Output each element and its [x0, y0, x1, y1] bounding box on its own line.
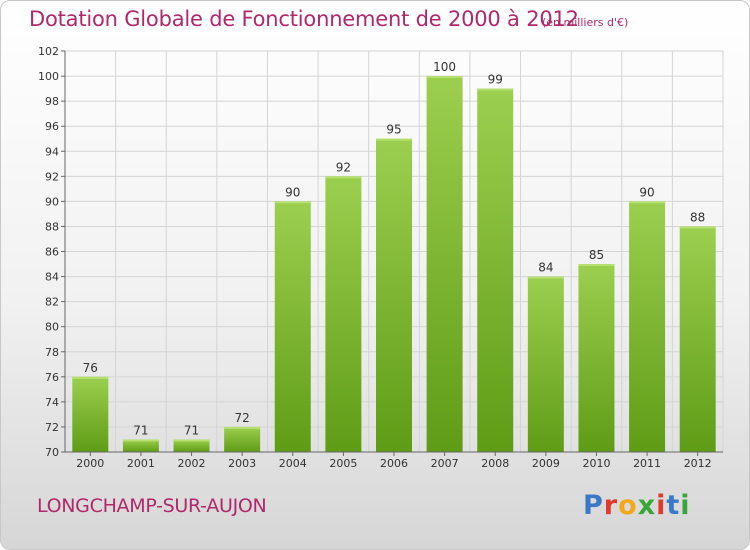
y-tick-labels: 70 72 74 76 78 80 82 84 86 88 90 92 94 96 98 100 102 — [38, 45, 59, 459]
x-tick-labels: 2000 2001 2002 2003 2004 2005 2006 2007 2008 2009… — [76, 457, 711, 470]
bar — [578, 264, 615, 452]
chart-title: Dotation Globale de Fonctionnement de 20… — [29, 7, 579, 31]
data-label: 72 — [235, 411, 250, 425]
x-tick-label: 2010 — [582, 457, 610, 470]
y-tick-label: 88 — [45, 220, 59, 233]
bar — [325, 176, 362, 452]
bar-highlight — [122, 439, 159, 442]
bar — [376, 138, 412, 452]
bar-highlight — [72, 376, 109, 379]
y-tick-label: 94 — [45, 145, 59, 158]
bar-highlight — [426, 76, 463, 79]
bar-highlight — [224, 426, 261, 429]
chart-subtitle: (en milliers d'€) — [542, 16, 629, 29]
bar-highlight — [477, 88, 514, 91]
y-tick-label: 92 — [45, 170, 59, 183]
data-label: 99 — [488, 73, 503, 87]
axes — [61, 50, 723, 456]
data-label: 100 — [433, 60, 456, 74]
bar — [173, 439, 210, 452]
x-tick-label: 2009 — [532, 457, 560, 470]
bar-highlight — [527, 276, 564, 279]
data-label: 71 — [184, 423, 199, 437]
proxiti-logo: Proxiti — [583, 490, 691, 521]
y-tick-label: 98 — [45, 95, 59, 108]
x-tick-label: 2000 — [76, 457, 104, 470]
x-tick-label: 2006 — [380, 457, 408, 470]
commune-name: LONGCHAMP-SUR-AUJON — [37, 495, 267, 517]
data-label: 71 — [133, 423, 148, 437]
logo-letter: o — [618, 490, 638, 521]
logo-letter: t — [666, 490, 681, 521]
data-label: 92 — [336, 160, 351, 174]
bar — [629, 201, 666, 452]
bar — [224, 426, 261, 452]
data-label: 90 — [285, 185, 300, 199]
y-tick-label: 74 — [45, 396, 59, 409]
logo-letter: i — [656, 490, 667, 521]
bar-highlight — [325, 176, 362, 179]
x-tick-label: 2012 — [684, 457, 712, 470]
bar — [426, 76, 463, 452]
x-tick-label: 2008 — [481, 457, 509, 470]
x-tick-label: 2001 — [127, 457, 155, 470]
data-label: 95 — [386, 123, 401, 137]
bar — [679, 226, 716, 452]
bar-highlight — [629, 201, 666, 204]
bar — [72, 376, 109, 452]
logo-letter: r — [603, 490, 619, 521]
y-tick-label: 82 — [45, 296, 59, 309]
bar — [477, 88, 514, 452]
y-tick-label: 70 — [45, 446, 59, 459]
bar — [274, 201, 311, 452]
y-tick-label: 90 — [45, 195, 59, 208]
y-tick-label: 80 — [45, 321, 59, 334]
bar-highlight — [274, 201, 311, 204]
y-tick-label: 96 — [45, 120, 59, 133]
x-tick-label: 2002 — [178, 457, 206, 470]
data-label: 90 — [639, 185, 654, 199]
data-labels: 76 71 71 72 90 92 95 100 99 84 85 90 88 — [83, 60, 706, 437]
bars — [72, 76, 716, 452]
y-tick-label: 72 — [45, 421, 59, 434]
x-tick-label: 2005 — [329, 457, 357, 470]
y-tick-label: 86 — [45, 246, 59, 259]
bar-highlight — [578, 264, 615, 267]
data-label: 88 — [690, 210, 705, 224]
x-tick-label: 2003 — [228, 457, 256, 470]
data-label: 76 — [83, 361, 98, 375]
x-tick-label: 2011 — [633, 457, 661, 470]
logo-letter: x — [637, 490, 657, 521]
y-tick-label: 84 — [45, 271, 59, 284]
x-tick-label: 2007 — [431, 457, 459, 470]
y-tick-label: 102 — [38, 45, 59, 58]
logo-letter: P — [583, 490, 604, 521]
bar-highlight — [679, 226, 716, 229]
y-tick-label: 78 — [45, 346, 59, 359]
logo-letter: i — [680, 490, 691, 521]
data-label: 85 — [589, 248, 604, 262]
bar-highlight — [173, 439, 210, 442]
bar-chart: 70 72 74 76 78 80 82 84 86 88 90 92 94 96 98 100 102 200… — [38, 45, 724, 470]
y-tick-label: 76 — [45, 371, 59, 384]
bar — [527, 276, 564, 452]
data-label: 84 — [538, 261, 553, 275]
bar — [122, 439, 159, 452]
bar-highlight — [376, 138, 412, 141]
y-tick-label: 100 — [38, 70, 59, 83]
x-tick-label: 2004 — [279, 457, 307, 470]
